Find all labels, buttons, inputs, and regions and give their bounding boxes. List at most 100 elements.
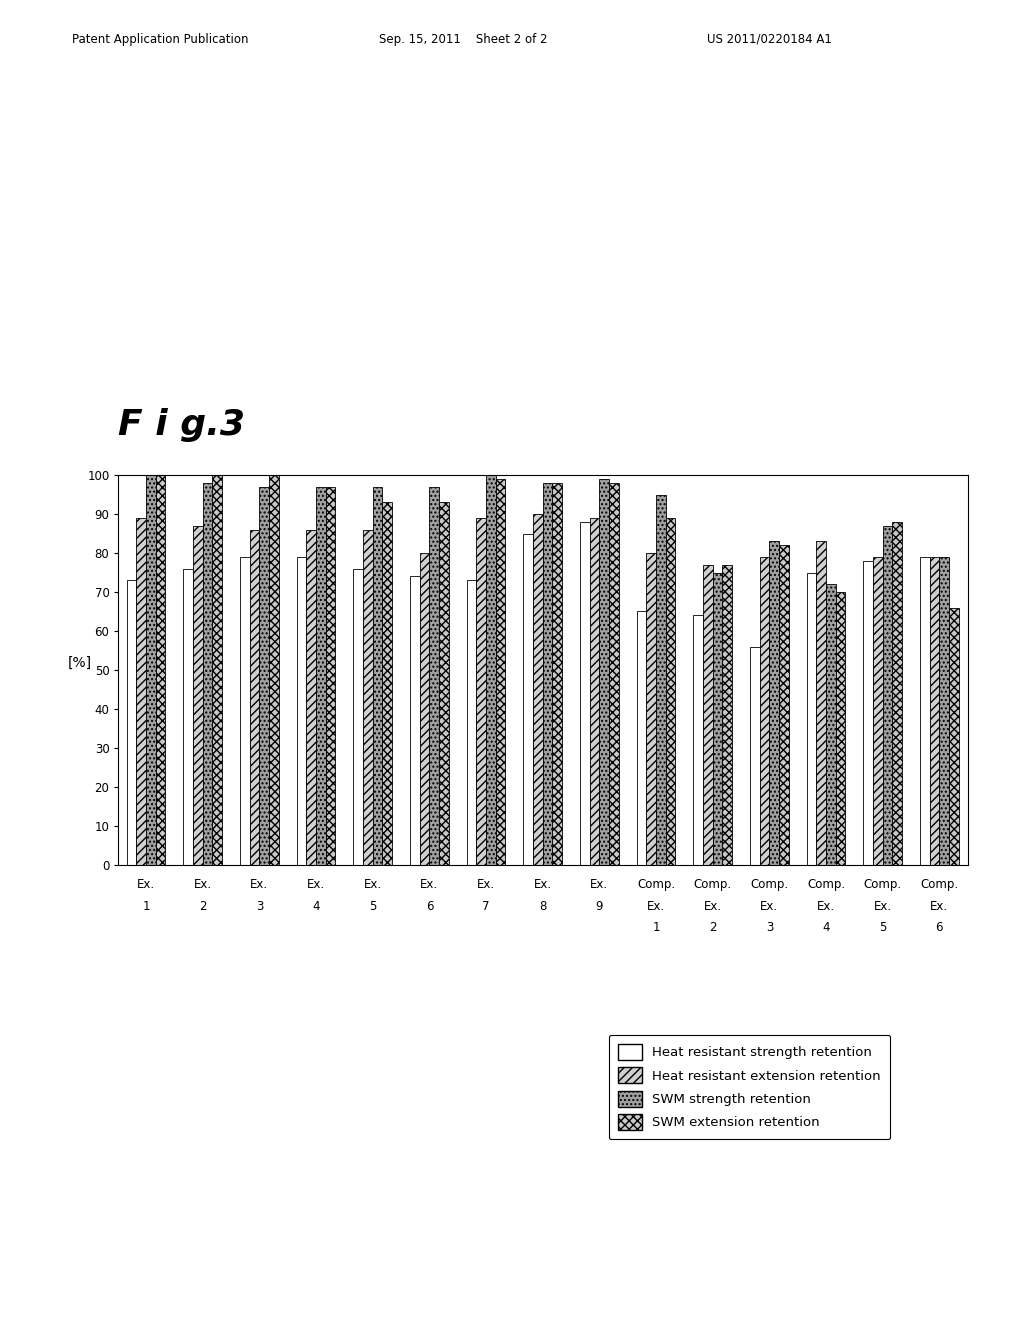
Bar [779, 545, 788, 865]
Bar [373, 487, 382, 865]
Text: Comp.: Comp. [751, 878, 788, 891]
Text: 4: 4 [822, 921, 829, 935]
Bar [949, 607, 958, 865]
Bar [552, 483, 562, 865]
Bar [921, 557, 930, 865]
Text: 5: 5 [879, 921, 887, 935]
Text: 6: 6 [426, 900, 433, 912]
Text: F i g.3: F i g.3 [118, 408, 245, 442]
Bar [693, 615, 703, 865]
Text: 3: 3 [766, 921, 773, 935]
Bar [892, 521, 902, 865]
Bar [939, 557, 949, 865]
Bar [713, 573, 722, 865]
Bar [807, 573, 816, 865]
Legend: Heat resistant strength retention, Heat resistant extension retention, SWM stren: Heat resistant strength retention, Heat … [609, 1035, 890, 1139]
Bar [590, 517, 599, 865]
Bar [467, 581, 476, 865]
Text: Ex.: Ex. [873, 900, 892, 912]
Text: Ex.: Ex. [307, 878, 326, 891]
Text: Ex.: Ex. [817, 900, 836, 912]
Bar [306, 529, 316, 865]
Bar [203, 483, 212, 865]
Bar [666, 517, 675, 865]
Bar [534, 515, 543, 865]
Text: 3: 3 [256, 900, 263, 912]
Text: Ex.: Ex. [137, 878, 156, 891]
Bar [599, 479, 609, 865]
Bar [609, 483, 618, 865]
Bar [364, 529, 373, 865]
Bar [873, 557, 883, 865]
Bar [646, 553, 656, 865]
Bar [581, 521, 590, 865]
Bar [183, 569, 194, 865]
Text: Ex.: Ex. [477, 878, 496, 891]
Text: 9: 9 [596, 900, 603, 912]
Bar [259, 487, 269, 865]
Text: 7: 7 [482, 900, 489, 912]
Bar [146, 475, 156, 865]
Bar [751, 647, 760, 865]
Text: Ex.: Ex. [590, 878, 608, 891]
Bar [863, 561, 873, 865]
Bar [316, 487, 326, 865]
Bar [836, 593, 845, 865]
Text: Patent Application Publication: Patent Application Publication [72, 33, 248, 46]
Bar [250, 529, 259, 865]
Bar [156, 475, 165, 865]
Bar [269, 475, 279, 865]
Text: Ex.: Ex. [703, 900, 722, 912]
Text: 1: 1 [142, 900, 150, 912]
Text: Comp.: Comp. [637, 878, 675, 891]
Text: 5: 5 [369, 900, 377, 912]
Bar [543, 483, 552, 865]
Bar [439, 503, 449, 865]
Bar [297, 557, 306, 865]
Bar [496, 479, 505, 865]
Text: Comp.: Comp. [693, 878, 732, 891]
Bar [241, 557, 250, 865]
Bar [420, 553, 429, 865]
Bar [136, 517, 146, 865]
Bar [930, 557, 939, 865]
Bar [326, 487, 335, 865]
Text: 2: 2 [199, 900, 207, 912]
Bar [212, 475, 222, 865]
Text: 1: 1 [652, 921, 659, 935]
Text: 4: 4 [312, 900, 319, 912]
Text: Comp.: Comp. [807, 878, 845, 891]
Text: Sep. 15, 2011    Sheet 2 of 2: Sep. 15, 2011 Sheet 2 of 2 [379, 33, 548, 46]
Text: US 2011/0220184 A1: US 2011/0220184 A1 [707, 33, 831, 46]
Bar [382, 503, 392, 865]
Text: Ex.: Ex. [647, 900, 666, 912]
Bar [760, 557, 769, 865]
Bar [656, 495, 666, 865]
Bar [476, 517, 486, 865]
Y-axis label: [%]: [%] [68, 656, 91, 671]
Bar [486, 475, 496, 865]
Text: Ex.: Ex. [760, 900, 778, 912]
Text: Ex.: Ex. [250, 878, 268, 891]
Bar [353, 569, 364, 865]
Text: Comp.: Comp. [863, 878, 902, 891]
Text: Comp.: Comp. [921, 878, 958, 891]
Bar [523, 533, 534, 865]
Bar [127, 581, 136, 865]
Text: Ex.: Ex. [364, 878, 382, 891]
Text: 6: 6 [936, 921, 943, 935]
Text: 2: 2 [709, 921, 717, 935]
Bar [769, 541, 779, 865]
Bar [816, 541, 826, 865]
Bar [826, 585, 836, 865]
Bar [637, 611, 646, 865]
Text: Ex.: Ex. [930, 900, 948, 912]
Bar [411, 577, 420, 865]
Text: 8: 8 [539, 900, 547, 912]
Bar [194, 525, 203, 865]
Text: Ex.: Ex. [420, 878, 438, 891]
Bar [429, 487, 439, 865]
Bar [722, 565, 732, 865]
Text: Ex.: Ex. [534, 878, 552, 891]
Bar [703, 565, 713, 865]
